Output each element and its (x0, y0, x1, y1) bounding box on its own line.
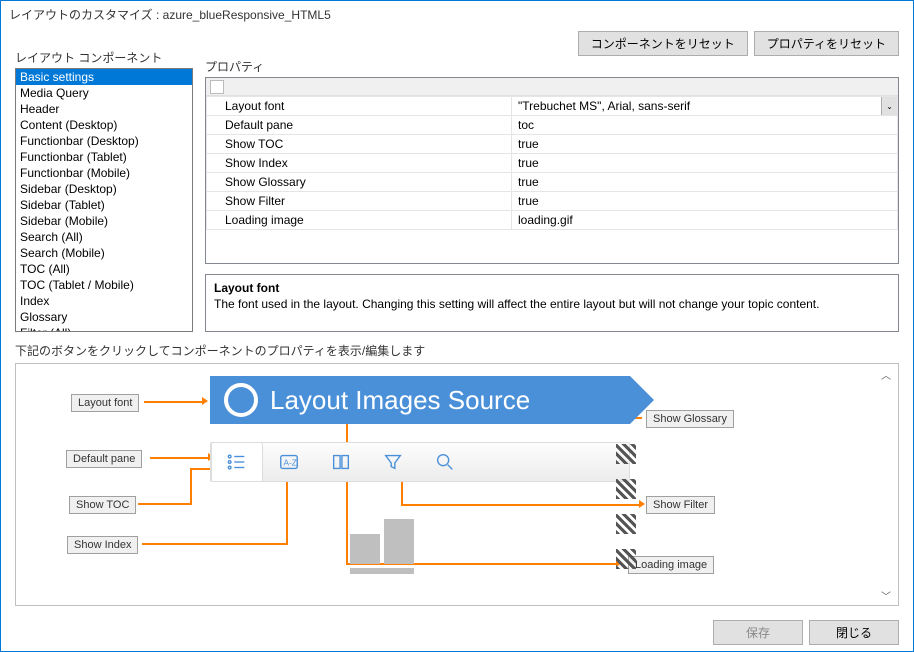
description-panel: Layout font The font used in the layout.… (205, 274, 899, 332)
list-item[interactable]: TOC (Tablet / Mobile) (16, 277, 192, 293)
preview-banner: Layout Images Source (210, 376, 630, 424)
property-value[interactable]: true (512, 192, 898, 211)
save-button[interactable]: 保存 (713, 620, 803, 645)
property-table: Layout font"Trebuchet MS", Arial, sans-s… (206, 96, 898, 230)
connector (190, 468, 192, 505)
right-column: コンポーネントをリセット プロパティをリセット プロパティ Layout fon… (205, 27, 899, 332)
tag-show-filter[interactable]: Show Filter (646, 496, 715, 514)
banner-text: Layout Images Source (270, 385, 530, 416)
scroll-down-icon[interactable]: ﹀ (878, 587, 894, 603)
hatch-icon (616, 549, 636, 569)
property-value[interactable]: true (512, 154, 898, 173)
property-row[interactable]: Default panetoc (207, 116, 898, 135)
connector (142, 543, 286, 545)
scroll-up-icon[interactable]: ︿ (878, 366, 894, 382)
list-item[interactable]: Functionbar (Tablet) (16, 149, 192, 165)
list-item[interactable]: Basic settings (16, 69, 192, 85)
property-row[interactable]: Layout font"Trebuchet MS", Arial, sans-s… (207, 97, 898, 116)
property-name: Show Glossary (207, 173, 512, 192)
list-item[interactable]: TOC (All) (16, 261, 192, 277)
property-value[interactable]: true (512, 173, 898, 192)
content-area: レイアウト コンポーネント Basic settingsMedia QueryH… (1, 27, 913, 614)
connector (401, 504, 639, 506)
collapse-icon[interactable] (210, 80, 224, 94)
property-row[interactable]: Show Indextrue (207, 154, 898, 173)
list-item[interactable]: Media Query (16, 85, 192, 101)
window-title: レイアウトのカスタマイズ : azure_blueResponsive_HTML… (1, 1, 913, 27)
glossary-tab-icon[interactable] (315, 443, 367, 481)
tag-show-index[interactable]: Show Index (67, 536, 138, 554)
connector (144, 401, 202, 403)
gray-block (384, 519, 414, 564)
arrow-icon (202, 397, 208, 405)
tag-layout-font[interactable]: Layout font (71, 394, 139, 412)
tag-show-toc[interactable]: Show TOC (69, 496, 136, 514)
property-header (206, 78, 898, 96)
reset-button-row: コンポーネントをリセット プロパティをリセット (205, 31, 899, 56)
preview-area: ︿ ﹀ Layout font Default pane Show TOC Sh… (15, 363, 899, 606)
list-item[interactable]: Sidebar (Mobile) (16, 213, 192, 229)
property-name: Show Index (207, 154, 512, 173)
description-text: The font used in the layout. Changing th… (214, 297, 890, 311)
list-item[interactable]: Functionbar (Desktop) (16, 133, 192, 149)
property-row[interactable]: Show TOCtrue (207, 135, 898, 154)
tag-show-glossary[interactable]: Show Glossary (646, 410, 734, 428)
gray-block (350, 534, 380, 564)
index-tab-icon[interactable]: A-Z (263, 443, 315, 481)
gray-block (350, 568, 414, 574)
property-row[interactable]: Loading imageloading.gif (207, 211, 898, 230)
property-row[interactable]: Show Glossarytrue (207, 173, 898, 192)
svg-text:A-Z: A-Z (284, 459, 297, 468)
property-value[interactable]: "Trebuchet MS", Arial, sans-serif⌄ (512, 97, 898, 116)
components-label: レイアウト コンポーネント (15, 49, 193, 66)
hatch-icon (616, 479, 636, 499)
instruction-text: 下記のボタンをクリックしてコンポーネントのプロパティを表示/編集します (15, 342, 899, 359)
dialog-window: レイアウトのカスタマイズ : azure_blueResponsive_HTML… (0, 0, 914, 652)
preview-tabbar: A-Z (210, 442, 630, 482)
hatch-icon (616, 514, 636, 534)
filter-tab-icon[interactable] (367, 443, 419, 481)
list-item[interactable]: Index (16, 293, 192, 309)
list-item[interactable]: Glossary (16, 309, 192, 325)
property-value[interactable]: toc (512, 116, 898, 135)
hatch-icon (616, 444, 636, 464)
connector (150, 457, 208, 459)
tag-default-pane[interactable]: Default pane (66, 450, 142, 468)
list-item[interactable]: Sidebar (Tablet) (16, 197, 192, 213)
property-name: Show TOC (207, 135, 512, 154)
property-name: Default pane (207, 116, 512, 135)
left-column: レイアウト コンポーネント Basic settingsMedia QueryH… (15, 27, 193, 332)
top-row: レイアウト コンポーネント Basic settingsMedia QueryH… (15, 27, 899, 332)
property-panel: Layout font"Trebuchet MS", Arial, sans-s… (205, 77, 899, 264)
property-value[interactable]: true (512, 135, 898, 154)
properties-label: プロパティ (205, 58, 899, 75)
connector (401, 480, 403, 504)
connector (286, 478, 288, 545)
list-item[interactable]: Header (16, 101, 192, 117)
list-item[interactable]: Search (All) (16, 229, 192, 245)
reset-component-button[interactable]: コンポーネントをリセット (578, 31, 748, 56)
list-item[interactable]: Search (Mobile) (16, 245, 192, 261)
property-name: Show Filter (207, 192, 512, 211)
property-name: Loading image (207, 211, 512, 230)
list-item[interactable]: Content (Desktop) (16, 117, 192, 133)
property-name: Layout font (207, 97, 512, 116)
property-value[interactable]: loading.gif (512, 211, 898, 230)
connector (138, 503, 190, 505)
reset-property-button[interactable]: プロパティをリセット (754, 31, 899, 56)
banner-logo-icon (224, 383, 258, 417)
arrow-icon (639, 500, 645, 508)
search-tab-icon[interactable] (419, 443, 471, 481)
description-title: Layout font (214, 281, 890, 295)
property-row[interactable]: Show Filtertrue (207, 192, 898, 211)
close-button[interactable]: 閉じる (809, 620, 899, 645)
dropdown-icon[interactable]: ⌄ (881, 97, 897, 115)
list-item[interactable]: Functionbar (Mobile) (16, 165, 192, 181)
tag-loading-image[interactable]: Loading image (628, 556, 714, 574)
list-item[interactable]: Sidebar (Desktop) (16, 181, 192, 197)
list-item[interactable]: Filter (All) (16, 325, 192, 332)
component-listbox[interactable]: Basic settingsMedia QueryHeaderContent (… (15, 68, 193, 332)
toc-tab-icon[interactable] (211, 442, 263, 481)
footer-buttons: 保存 閉じる (1, 614, 913, 651)
